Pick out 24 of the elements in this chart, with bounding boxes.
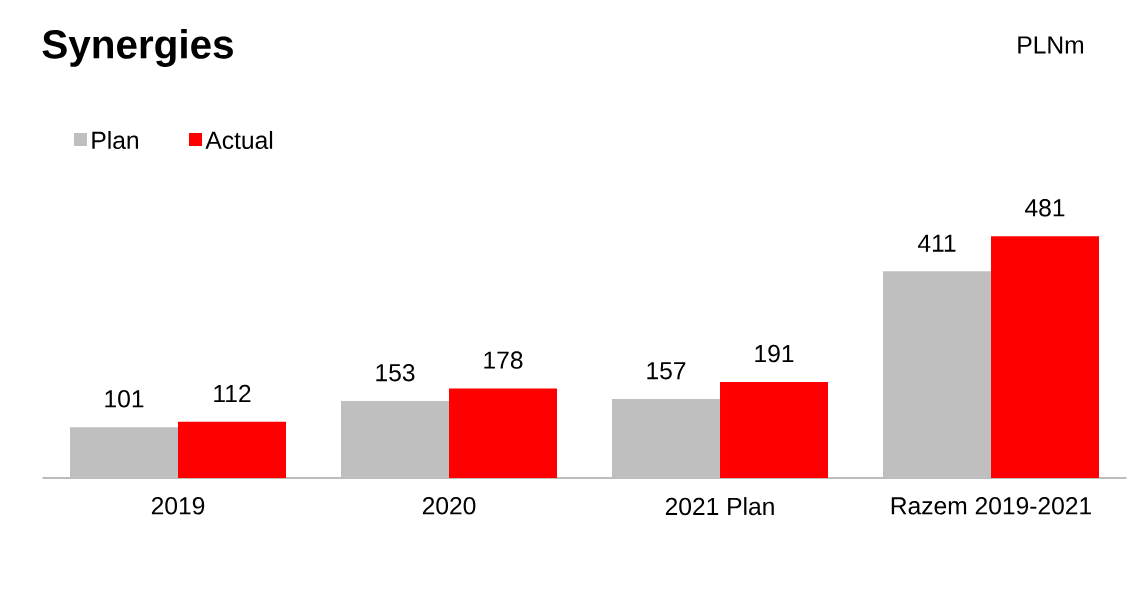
data-label: 191 — [755, 344, 794, 363]
bar — [883, 271, 992, 478]
bar — [720, 381, 829, 478]
data-label: 481 — [1025, 199, 1065, 217]
bar — [341, 401, 450, 478]
legend-label: Actual — [205, 130, 273, 150]
bar — [612, 399, 721, 478]
x-tick-label: 2021 Plan — [665, 497, 774, 516]
text: PLNm — [1018, 36, 1084, 54]
bar — [178, 421, 287, 478]
data-label: 112 — [214, 384, 251, 402]
bar — [449, 388, 558, 478]
data-label: 153 — [376, 363, 415, 382]
data-label: 411 — [917, 234, 956, 252]
x-tick-label: 2020 — [422, 497, 476, 515]
data-label: 157 — [647, 362, 686, 380]
legend-label: Plan — [92, 130, 139, 150]
bar — [991, 236, 1099, 478]
chart-title: Synergies — [42, 29, 233, 67]
data-label: 178 — [484, 351, 523, 369]
data-label: 101 — [105, 390, 144, 408]
x-tick-label: Razem 2019-2021 — [891, 497, 1091, 515]
bar — [70, 427, 179, 478]
x-tick-label: 2019 — [151, 497, 205, 515]
